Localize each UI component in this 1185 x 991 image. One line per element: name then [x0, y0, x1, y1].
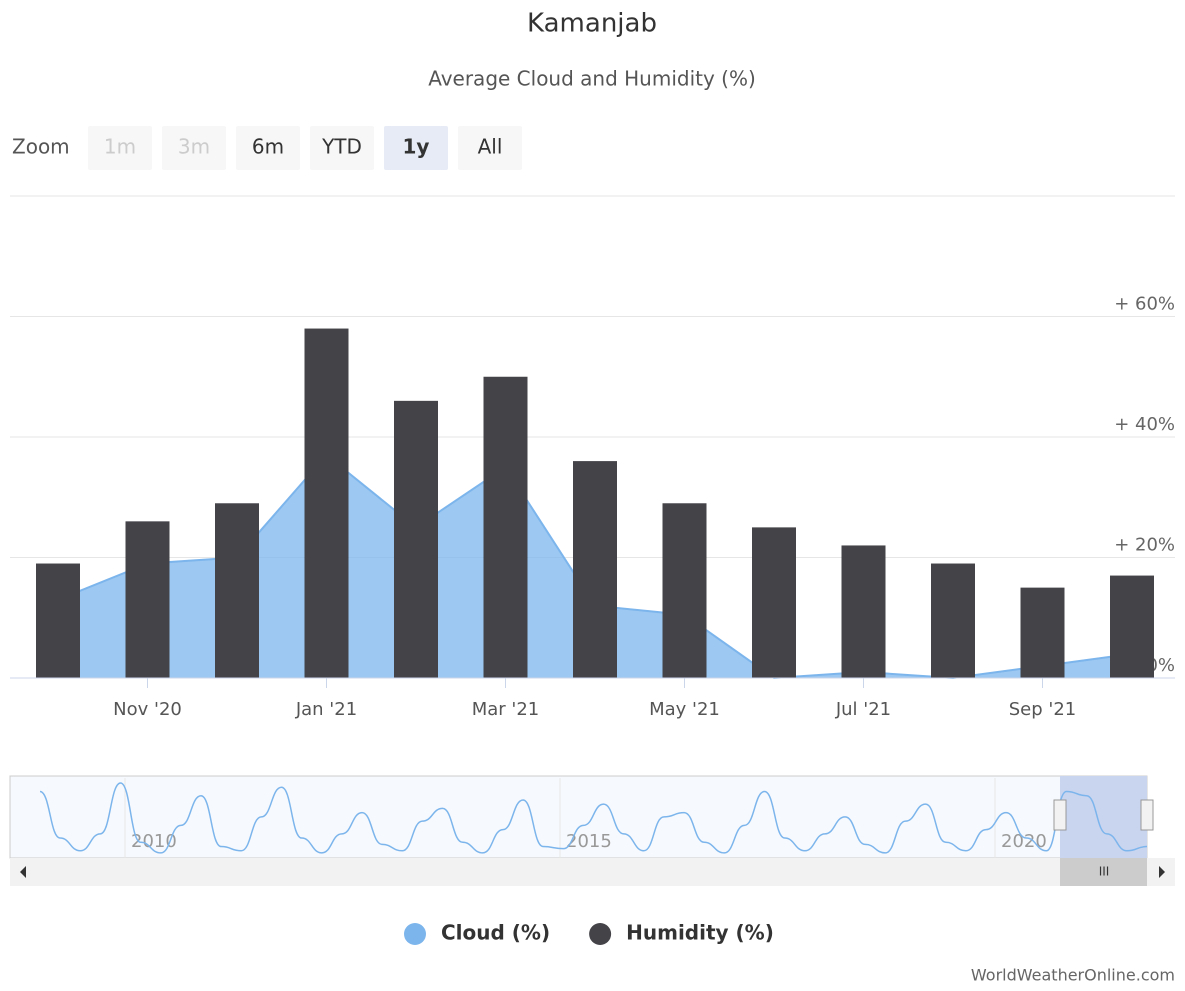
x-tick-label: Nov '20	[113, 699, 182, 720]
humidity-bar	[1110, 575, 1154, 678]
chart-title: Kamanjab	[527, 9, 657, 39]
legend-marker[interactable]	[404, 923, 426, 945]
zoom-label: Zoom	[12, 135, 70, 159]
x-tick-label: Jan '21	[295, 699, 357, 720]
humidity-bar	[752, 527, 796, 678]
humidity-bar	[215, 503, 259, 678]
scrollbar[interactable]	[10, 858, 1175, 886]
humidity-bar	[1020, 587, 1065, 678]
scrollbar-thumb[interactable]	[1060, 858, 1147, 886]
legend-label[interactable]: Cloud (%)	[441, 921, 550, 945]
zoom-button-label: 6m	[252, 135, 284, 159]
zoom-button	[88, 126, 152, 170]
humidity-bar	[36, 563, 80, 678]
x-tick-label: Sep '21	[1009, 699, 1077, 720]
navigator-handle[interactable]	[1140, 799, 1154, 831]
zoom-button[interactable]	[458, 126, 522, 170]
zoom-button	[162, 126, 226, 170]
x-tick-label: Jul '21	[835, 699, 891, 720]
scroll-right[interactable]	[1159, 866, 1165, 878]
navigator-line	[39, 782, 1148, 854]
zoom-button-label: YTD	[321, 135, 362, 159]
y-tick-label: + 60%	[1114, 294, 1175, 315]
scrollbar-grip: III	[1099, 865, 1110, 879]
y-tick-label: + 40%	[1114, 414, 1175, 435]
humidity-bar	[304, 328, 349, 678]
scroll-left[interactable]	[20, 866, 26, 878]
navigator-bg	[9, 775, 1148, 859]
x-tick-label: Mar '21	[472, 699, 540, 720]
credit: WorldWeatherOnline.com	[971, 966, 1175, 985]
humidity-bar	[573, 461, 617, 678]
humidity-bar	[931, 563, 975, 678]
x-tick-label: May '21	[649, 699, 720, 720]
zoom-button-label: All	[478, 135, 503, 159]
navigator-handle[interactable]	[1053, 799, 1067, 831]
navigator-selection[interactable]	[1060, 776, 1147, 858]
legend-label[interactable]: Humidity (%)	[626, 921, 774, 945]
chart-subtitle: Average Cloud and Humidity (%)	[428, 67, 756, 91]
zoom-button[interactable]	[236, 126, 300, 170]
humidity-bar	[394, 400, 438, 678]
navigator-label: 2010	[131, 831, 177, 852]
navigator-label: 2015	[566, 831, 612, 852]
zoom-button-label: 1m	[104, 135, 136, 159]
navigator-label: 2020	[1001, 831, 1047, 852]
zoom-button-label: 1y	[403, 135, 430, 159]
humidity-bar	[483, 376, 528, 678]
zoom-button[interactable]	[310, 126, 374, 170]
humidity-bar	[125, 521, 170, 678]
y-tick-label: + 20%	[1114, 535, 1175, 556]
humidity-bar	[662, 503, 707, 678]
humidity-bar	[841, 545, 886, 678]
zoom-button-label: 3m	[178, 135, 210, 159]
legend-marker[interactable]	[589, 923, 612, 945]
zoom-button[interactable]	[384, 126, 448, 170]
